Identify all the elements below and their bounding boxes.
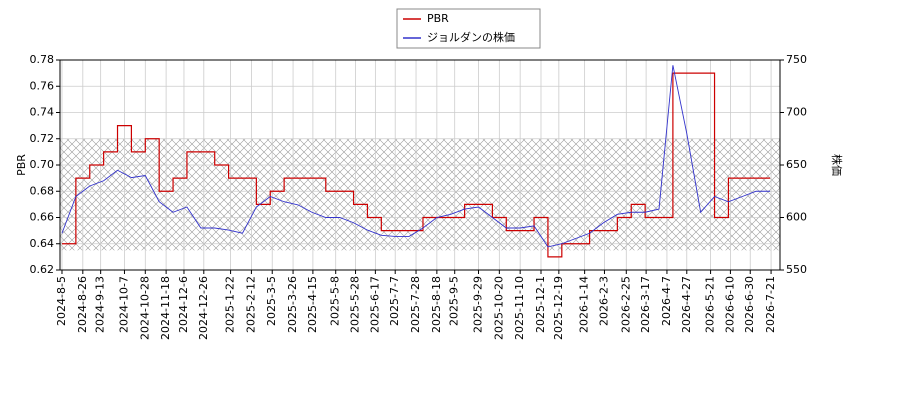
x-tick-label: 2024-12-6 — [177, 276, 190, 333]
x-tick-label: 2025-3-26 — [286, 276, 299, 333]
x-tick-label: 2024-11-18 — [159, 276, 172, 340]
x-tick-label: 2026-2-25 — [619, 276, 632, 333]
x-tick-label: 2025-4-15 — [306, 276, 319, 333]
y2-tick-label: 650 — [786, 158, 807, 171]
x-tick-label: 2026-2-3 — [597, 276, 610, 326]
x-tick-label: 2025-2-12 — [244, 276, 257, 333]
y-tick-label: 0.68 — [30, 184, 55, 197]
x-tick-label: 2025-5-28 — [349, 276, 362, 333]
x-tick-label: 2024-9-13 — [94, 276, 107, 333]
y-tick-label: 0.72 — [30, 132, 55, 145]
y-tick-label: 0.66 — [30, 211, 55, 224]
x-tick-label: 2025-12-19 — [552, 276, 565, 340]
x-tick-label: 2025-9-29 — [472, 276, 485, 333]
x-tick-label: 2026-1-14 — [578, 276, 591, 333]
x-tick-label: 2026-6-30 — [743, 276, 756, 333]
x-tick-label: 2026-3-17 — [639, 276, 652, 333]
band — [60, 138, 780, 251]
x-tick-label: 2026-7-21 — [764, 276, 777, 333]
legend-box — [396, 8, 541, 49]
x-tick-label: 2024-10-28 — [138, 276, 151, 340]
x-tick-label: 2025-5-8 — [329, 276, 342, 326]
y-tick-label: 0.64 — [30, 237, 55, 250]
x-tick-label: 2026-4-27 — [680, 276, 693, 333]
x-tick-label: 2024-8-26 — [76, 276, 89, 333]
y-axis-label: PBR — [15, 154, 28, 176]
x-tick-label: 2025-12-1 — [534, 276, 547, 333]
y-tick-label: 0.78 — [30, 53, 55, 66]
x-tick-label: 2025-7-7 — [388, 276, 401, 326]
x-tick-label: 2025-10-20 — [492, 276, 505, 340]
x-tick-label: 2025-8-18 — [430, 276, 443, 333]
x-tick-label: 2026-4-7 — [660, 276, 673, 326]
series-line — [61, 72, 771, 258]
x-tick-label: 2025-6-17 — [368, 276, 381, 333]
y-tick-label: 0.62 — [30, 263, 55, 276]
x-tick-label: 2025-9-5 — [448, 276, 461, 326]
x-tick-label: 2025-7-28 — [409, 276, 422, 333]
x-tick-label: 2024-8-5 — [55, 276, 68, 326]
y-tick-label: 0.74 — [30, 106, 55, 119]
y-tick-label: 0.70 — [30, 158, 55, 171]
legend-label: PBR — [427, 12, 449, 25]
x-tick-label: 2025-11-10 — [513, 276, 526, 340]
y-tick-label: 0.76 — [30, 79, 55, 92]
plot-frame — [59, 59, 781, 271]
x-tick-label: 2024-12-26 — [197, 276, 210, 340]
x-tick-label: 2025-1-22 — [224, 276, 237, 333]
y2-tick-label: 550 — [786, 263, 807, 276]
y2-axis-label: 株価 — [830, 154, 844, 176]
x-tick-label: 2026-5-21 — [704, 276, 717, 333]
y2-tick-label: 600 — [786, 211, 807, 224]
y2-tick-label: 750 — [786, 53, 807, 66]
y2-tick-label: 700 — [786, 106, 807, 119]
x-tick-label: 2026-6-10 — [723, 276, 736, 333]
x-tick-label: 2025-3-5 — [265, 276, 278, 326]
series-line — [61, 65, 771, 248]
x-tick-label: 2024-10-7 — [117, 276, 130, 333]
legend-label: ジョルダンの株価 — [427, 30, 515, 44]
